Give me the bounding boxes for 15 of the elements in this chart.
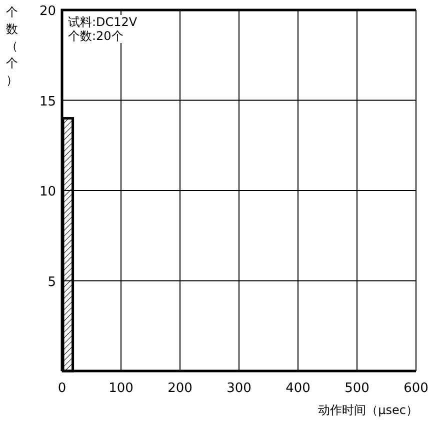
- y-axis-title: 个数（个）: [6, 5, 18, 87]
- y-tick-label: 20: [39, 4, 56, 19]
- x-tick-label: 200: [168, 381, 192, 396]
- x-tick-label: 600: [404, 381, 428, 396]
- x-tick-label: 100: [108, 381, 134, 396]
- x-tick-label: 400: [286, 381, 310, 396]
- annotation: 试料:DC12V: [68, 15, 138, 29]
- x-axis-title: 动作时间（μsec）: [318, 403, 418, 417]
- x-tick-label: 500: [344, 381, 370, 396]
- x-tick-label: 0: [58, 381, 66, 396]
- y-tick-label: 15: [39, 94, 56, 110]
- y-tick-label: 10: [39, 184, 56, 200]
- y-tick-label: 5: [48, 274, 56, 290]
- annotation: 个数:20个: [68, 29, 124, 43]
- x-tick-label: 300: [226, 381, 252, 396]
